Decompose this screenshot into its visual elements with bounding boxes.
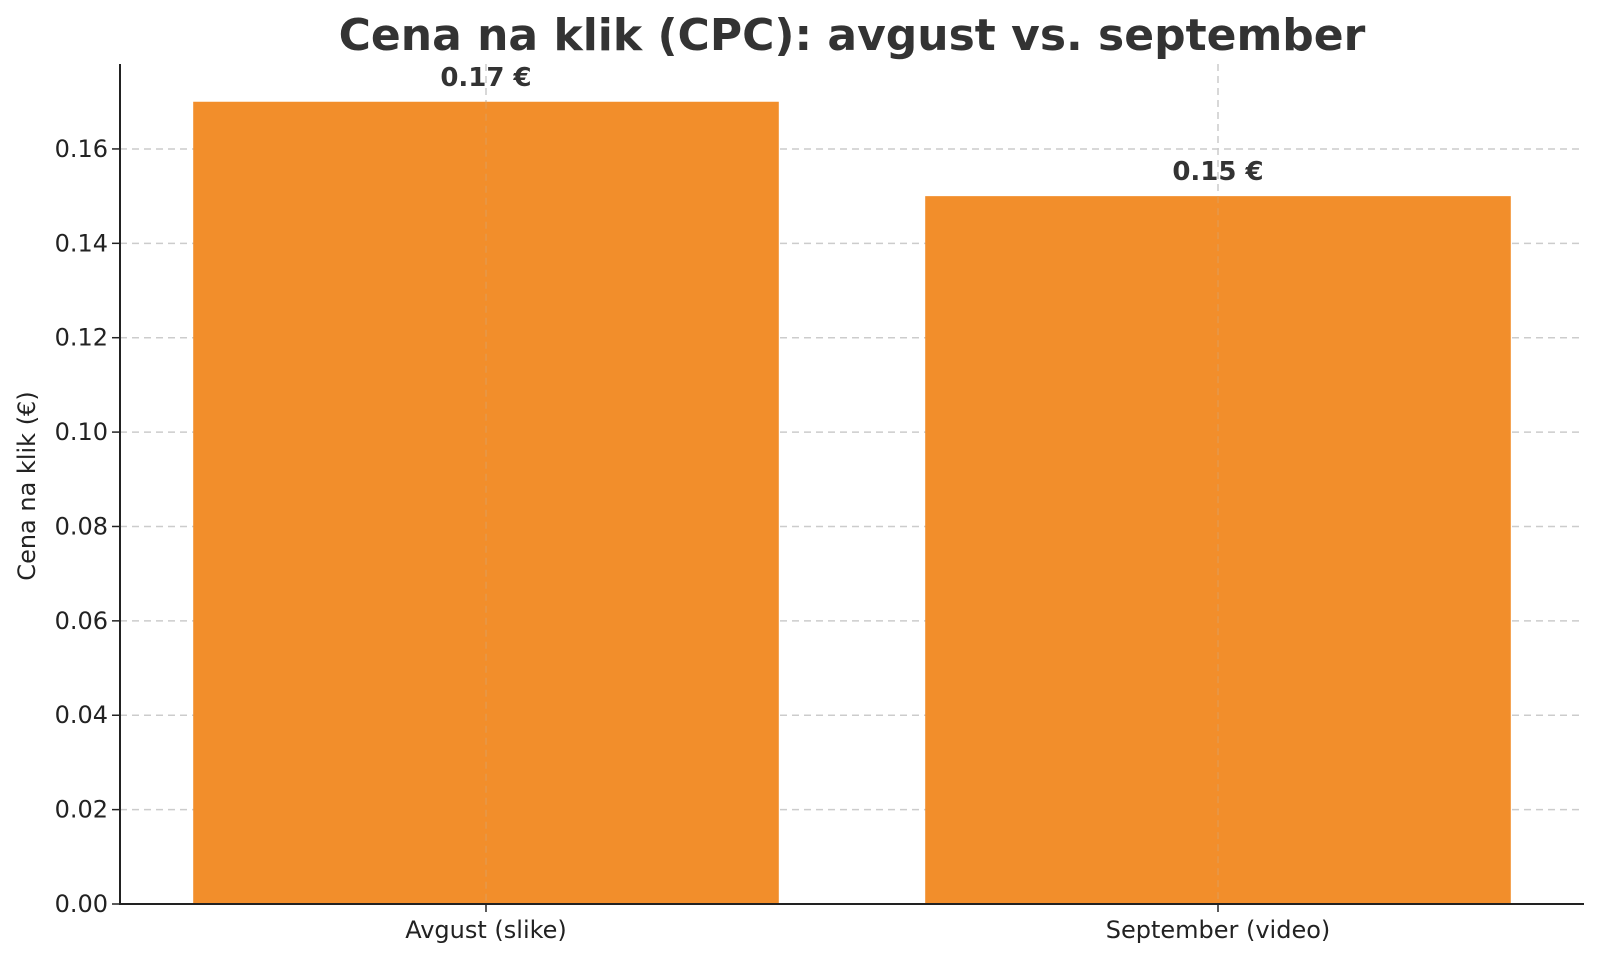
x-tick-label: Avgust (slike) — [405, 916, 567, 944]
y-tick-label: 0.02 — [55, 796, 108, 824]
x-tick-label: September (video) — [1106, 916, 1331, 944]
data-label: 0.15 € — [1172, 157, 1263, 187]
y-tick-label: 0.00 — [55, 890, 108, 918]
bar-layer — [193, 101, 1511, 904]
y-tick-label: 0.16 — [55, 135, 108, 163]
y-axis-label: Cena na klik (€) — [13, 391, 41, 580]
axis-layer — [119, 64, 1584, 905]
label-layer: 0.00 0.02 0.04 0.06 0.08 0.10 0.12 0.14 0.16 0.17… — [55, 63, 1331, 944]
y-tick-label: 0.10 — [55, 418, 108, 446]
y-tick-label: 0.12 — [55, 324, 108, 352]
y-tick-label: 0.14 — [55, 229, 108, 257]
y-tick-label: 0.08 — [55, 512, 108, 540]
chart-title: Cena na klik (CPC): avgust vs. september — [339, 10, 1366, 61]
y-tick-label: 0.04 — [55, 701, 108, 729]
y-tick-label: 0.06 — [55, 607, 108, 635]
data-label: 0.17 € — [440, 63, 531, 93]
